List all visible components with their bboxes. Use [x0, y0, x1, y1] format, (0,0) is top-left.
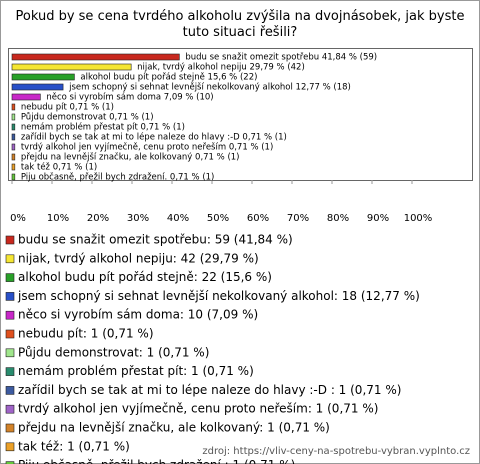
legend-swatch [5, 292, 15, 301]
legend-label: nebudu pít: 1 (0,71 %) [18, 327, 154, 341]
value-label: nijak, tvrdý alkohol nepiju 29,79 % (42) [137, 63, 305, 73]
value-label: tvrdý alkohol jen vyjímečně, cenu proto … [21, 142, 273, 153]
bar [11, 123, 16, 131]
legend-label: zařídil bych se tak at mi to lépe naleze… [18, 383, 401, 397]
x-tick-label: 70% [287, 213, 309, 224]
value-label: alkohol budu pít pořád stejně 15,6 % (22… [80, 73, 257, 83]
legend-label: tak též: 1 (0,71 %) [18, 439, 130, 453]
legend-swatch [5, 254, 15, 264]
x-tick-label: 90% [367, 213, 389, 224]
value-label: něco si vyrobím sám doma 7,09 % (10) [46, 93, 213, 103]
bar [11, 103, 16, 111]
legend-label: budu se snažit omezit spotřebu: 59 (41,8… [18, 233, 293, 247]
legend-label: Půjdu demonstrovat: 1 (0,71 %) [18, 345, 209, 359]
bar [11, 63, 132, 71]
legend-label: nijak, tvrdý alkohol nepiju: 42 (29,79 %… [18, 251, 259, 265]
bar [11, 93, 41, 101]
legend-label: přejdu na levnější značku, ale kolkovaný… [18, 421, 330, 435]
value-label: tak též 0,71 % (1) [21, 162, 97, 173]
value-label: jsem schopný si sehnat levnější nekolkov… [68, 82, 351, 93]
value-label: budu se snažit omezit spotřebu 41,84 % (… [185, 53, 377, 63]
legend-label: jsem schopný si sehnat levnější nekolkov… [17, 289, 420, 303]
legend-swatch [5, 235, 15, 245]
bar [11, 73, 75, 81]
x-tick-label: 80% [327, 213, 349, 224]
plot-area [8, 48, 473, 181]
legend-label: alkohol budu pít pořád stejně: 22 (15,6 … [18, 270, 272, 284]
x-tick-label: 10% [47, 213, 69, 224]
legend-swatch [5, 404, 15, 414]
x-tick-label: 0% [10, 213, 26, 224]
legend-swatch [5, 348, 15, 358]
legend-swatch [5, 310, 15, 320]
bar [11, 143, 16, 151]
x-tick-label: 60% [247, 213, 269, 224]
source: zdroj: https://vliv-ceny-na-spotrebu-vyb… [202, 446, 470, 457]
value-label: přejdu na levnější značku, ale kolkovaný… [21, 152, 240, 163]
legend-swatch [5, 461, 15, 464]
value-label: nebudu pít 0,71 % (1) [21, 103, 114, 113]
x-tick-label: 20% [87, 213, 109, 224]
x-tick-label: 40% [167, 213, 189, 224]
bar [11, 133, 16, 141]
legend-swatch [5, 423, 15, 433]
legend-label: Piju občasně, přežil bych zdražení.: 1 (… [18, 458, 295, 464]
legend-swatch [5, 442, 15, 452]
value-label: Piju občasně, přežil bych zdražení. 0,71… [21, 172, 215, 183]
x-tick-label: 50% [207, 213, 229, 224]
x-tick-label: 30% [127, 213, 149, 224]
legend-label: něco si vyrobím sám doma: 10 (7,09 %) [18, 308, 258, 322]
bar [11, 163, 16, 171]
legend-swatch [5, 329, 15, 339]
legend-label: tvrdý alkohol jen vyjímečně, cenu proto … [18, 402, 378, 416]
x-tick-label: 100% [404, 213, 433, 224]
bar [11, 173, 16, 181]
legend-swatch [5, 367, 15, 376]
chart-subtitle: tuto situaci řešili? [183, 25, 298, 40]
bar [11, 153, 16, 161]
value-label: zařídil bych se tak at mi to lépe naleze… [21, 132, 287, 143]
value-label: Půjdu demonstrovat 0,71 % (1) [21, 112, 154, 123]
bar [11, 113, 16, 121]
chart-title: Pokud by se cena tvrdého alkoholu zvýšil… [16, 9, 465, 24]
legend-label: nemám problém přestat pít: 1 (0,71 %) [18, 364, 254, 378]
bar [11, 83, 64, 91]
value-label: nemám problém přestat pít 0,71 % (1) [21, 122, 185, 133]
legend-swatch [5, 386, 15, 395]
bar [11, 53, 180, 61]
legend-swatch [5, 273, 15, 282]
